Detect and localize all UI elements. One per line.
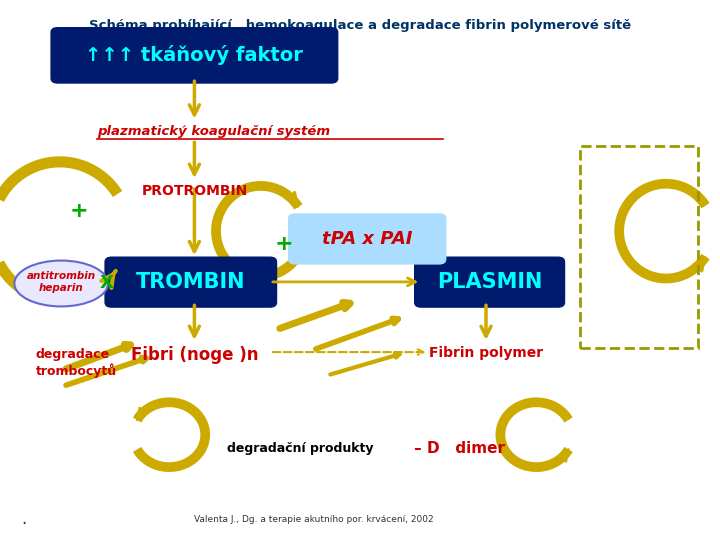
Text: PROTROMBIN: PROTROMBIN bbox=[141, 184, 248, 198]
Text: Schéma probíhající   hemokoagulace a degradace fibrin polymerové sítě: Schéma probíhající hemokoagulace a degra… bbox=[89, 19, 631, 32]
Text: plazmatický koagulační systém: plazmatický koagulační systém bbox=[97, 125, 330, 138]
Text: X: X bbox=[99, 274, 114, 293]
Text: Valenta J., Dg. a terapie akutního por. krvácení, 2002: Valenta J., Dg. a terapie akutního por. … bbox=[194, 515, 434, 524]
Text: degradace
trombocytů: degradace trombocytů bbox=[36, 348, 117, 378]
Ellipse shape bbox=[14, 260, 108, 306]
Text: +: + bbox=[275, 234, 294, 254]
Text: Fibri (noge )n: Fibri (noge )n bbox=[130, 346, 258, 363]
Text: degradační produkty: degradační produkty bbox=[227, 442, 373, 455]
Text: .: . bbox=[22, 510, 27, 529]
Text: PLASMIN: PLASMIN bbox=[437, 272, 542, 292]
FancyBboxPatch shape bbox=[414, 256, 565, 308]
Text: ↑↑↑ tkáňový faktor: ↑↑↑ tkáňový faktor bbox=[86, 45, 303, 65]
Text: tPA x PAI: tPA x PAI bbox=[322, 230, 413, 248]
FancyBboxPatch shape bbox=[50, 27, 338, 84]
Text: +: + bbox=[70, 200, 89, 221]
FancyBboxPatch shape bbox=[288, 213, 446, 265]
Text: TROMBIN: TROMBIN bbox=[136, 272, 246, 292]
Text: Fibrin polymer: Fibrin polymer bbox=[429, 346, 543, 360]
Text: antitrombin
heparin: antitrombin heparin bbox=[27, 271, 96, 293]
Text: – D   dimer: – D dimer bbox=[414, 441, 505, 456]
FancyBboxPatch shape bbox=[104, 256, 277, 308]
